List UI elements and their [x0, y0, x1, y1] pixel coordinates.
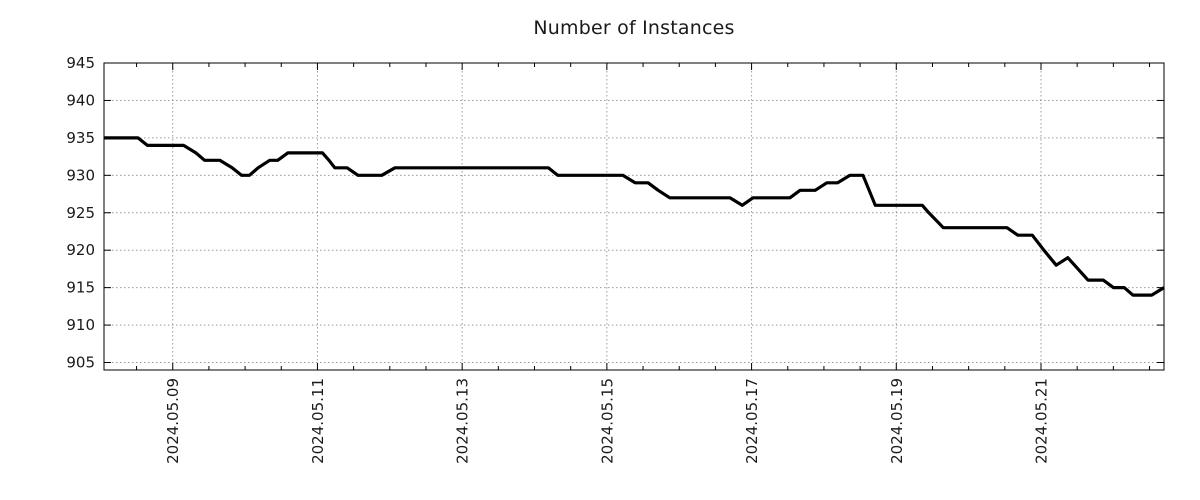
chart-title: Number of Instances — [533, 17, 735, 39]
y-tick-label: 910 — [66, 316, 95, 334]
x-tick-label: 2024.05.15 — [598, 378, 616, 464]
x-tick-label: 2024.05.19 — [888, 378, 906, 464]
y-tick-label: 940 — [66, 91, 95, 109]
x-tick-label: 2024.05.21 — [1032, 378, 1050, 464]
x-tick-label: 2024.05.13 — [454, 378, 472, 464]
plot-border — [103, 62, 1165, 371]
y-tick-label: 935 — [66, 129, 95, 147]
y-tick-label: 905 — [66, 354, 95, 372]
y-tick-label: 915 — [66, 279, 95, 297]
data-line — [104, 136, 1165, 297]
x-tick-label: 2024.05.11 — [309, 378, 327, 464]
x-tick-label: 2024.05.17 — [743, 378, 761, 464]
y-tick-label: 945 — [66, 54, 95, 72]
x-tick-label: 2024.05.09 — [164, 378, 182, 464]
y-tick-label: 925 — [66, 204, 95, 222]
y-tick-label: 920 — [66, 241, 95, 259]
y-tick-label: 930 — [66, 166, 95, 184]
